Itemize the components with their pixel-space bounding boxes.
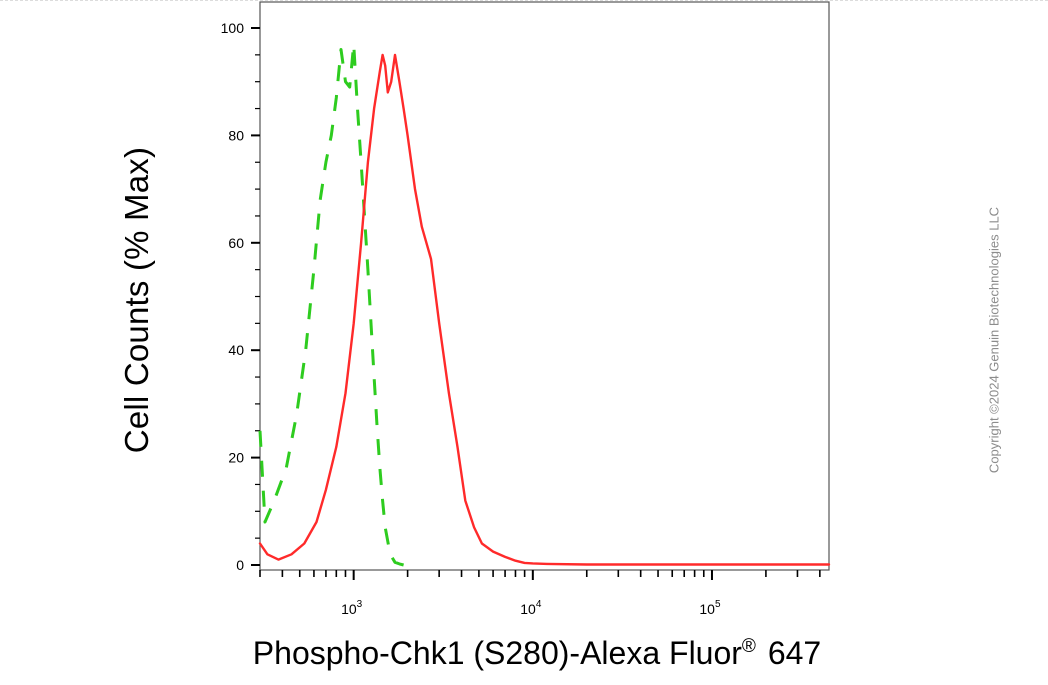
series-line-solid-red xyxy=(258,53,831,566)
y-tick-label: 80 xyxy=(228,127,244,143)
x-tick-label: 103 xyxy=(341,599,363,617)
top-border-dashed xyxy=(0,0,1048,1)
x-axis-label-tail: 647 xyxy=(758,635,822,671)
series-layer xyxy=(258,42,831,567)
y-tick-label: 60 xyxy=(228,235,244,251)
y-axis-label: Cell Counts (% Max) xyxy=(118,146,155,454)
plot-frame xyxy=(259,1,830,571)
y-tick-label: 20 xyxy=(228,450,244,466)
x-tick-label: 105 xyxy=(699,599,721,617)
y-tick-label: 100 xyxy=(221,20,245,36)
x-axis-label: Phospho-Chk1 (S280)-Alexa Fluor® 647 xyxy=(253,635,821,672)
x-axis-label-main: Phospho-Chk1 (S280)-Alexa Fluor xyxy=(252,635,742,671)
y-tick-label: 40 xyxy=(228,342,244,358)
copyright-text: Copyright ©2024 Genuin Biotechnologies L… xyxy=(986,206,1002,474)
plot-border xyxy=(259,1,830,571)
x-axis: 103 104 105 xyxy=(259,570,821,617)
x-tick-label: 104 xyxy=(520,599,542,617)
y-tick-label: 0 xyxy=(236,557,244,573)
x-axis-label-registered-mark: ® xyxy=(741,636,756,657)
y-axis: 0 20 40 60 80 100 xyxy=(221,20,260,573)
series-line-dashed-green xyxy=(258,42,404,567)
